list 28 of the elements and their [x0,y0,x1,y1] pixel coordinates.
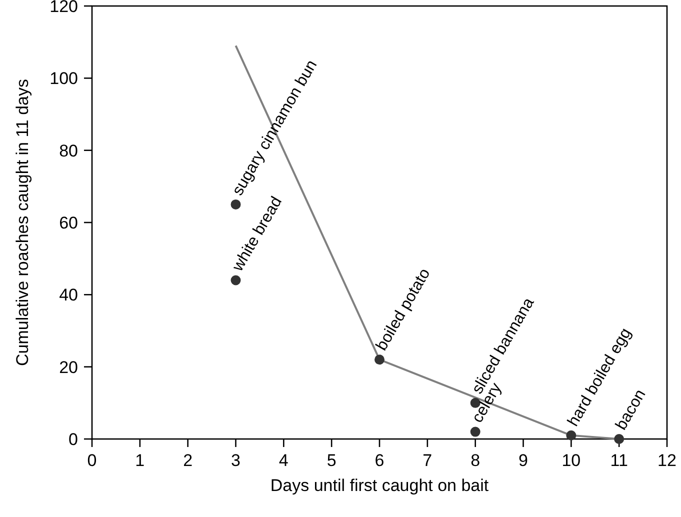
point [374,354,384,365]
x-tick-label: 2 [183,451,193,470]
point [230,275,241,286]
y-tick-label: 0 [68,430,78,449]
point [230,199,241,210]
x-tick-label: 5 [326,451,336,470]
x-tick-label: 12 [658,451,676,470]
point [470,426,480,437]
point [614,434,624,444]
y-tick-label: 20 [59,358,78,377]
x-axis-title: Days until first caught on bait [270,476,489,495]
x-tick-label: 6 [374,451,384,470]
y-tick-label: 80 [59,141,78,160]
x-tick-label: 4 [278,451,288,470]
x-tick-label: 9 [518,451,528,470]
x-tick-label: 11 [610,451,628,470]
x-tick-label: 1 [135,451,145,470]
x-tick-label: 8 [470,451,480,470]
x-tick-label: 3 [231,451,240,470]
y-axis-title: Cumulative roaches caught in 11 days [13,79,32,366]
x-tick-label: 7 [422,451,432,470]
y-tick-label: 120 [50,0,78,16]
x-tick-label: 0 [87,451,97,470]
x-tick-label: 10 [562,451,581,470]
y-tick-label: 40 [59,286,78,305]
y-tick-label: 60 [59,213,78,232]
y-tick-label: 100 [50,69,78,88]
point [566,430,576,440]
